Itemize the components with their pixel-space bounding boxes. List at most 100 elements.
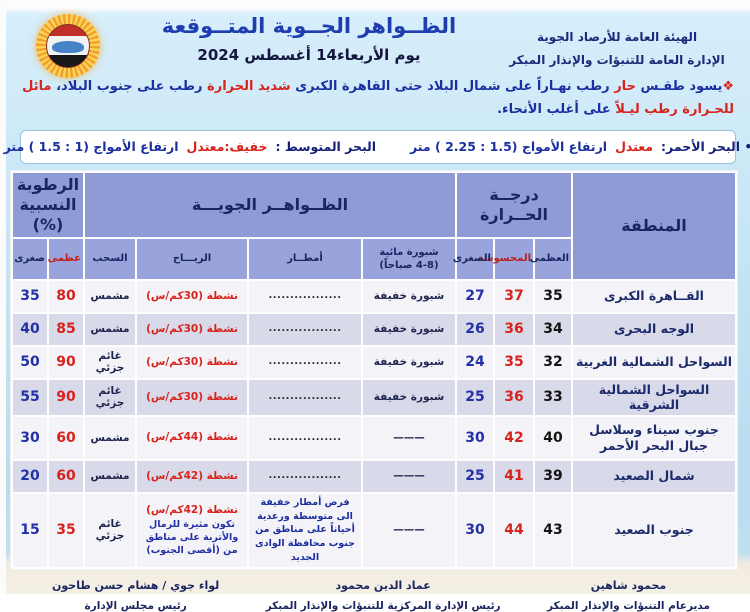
cell-t_feel: 37: [495, 280, 533, 312]
table-row: الوجه البحرى 34 36 26 شبورة خفيفة...........…: [12, 313, 735, 345]
cell-region: جنوب سيناء وسلاسل جبال البحر الأحمر: [573, 416, 735, 459]
wind-note: تكون مثيرة للرمال والأتربة على مناطق من …: [145, 518, 239, 557]
cell-hum_min: 35: [12, 280, 47, 312]
signature-title: مديرعام التنبؤات والإنذار المبكر: [546, 599, 710, 612]
cell-clouds: مشمس: [84, 416, 135, 459]
forecast-summary-text: ❖يسود طقـس حار رطب نهـاراً على شمال البل…: [22, 76, 734, 122]
signature-title: رئيس مجلس الإدارة: [84, 599, 187, 612]
cell-clouds: مشمس: [84, 280, 135, 312]
red-sea-state: • البحر الأحمر: معتدل ارتفاع الأمواج (1.…: [410, 139, 750, 154]
column-header-temp-min: الصغرى: [453, 238, 493, 279]
column-header-region: المنطقة: [573, 172, 735, 279]
cell-hum_min: 50: [12, 346, 47, 378]
mediterranean-wave-height: ارتفاع الأمواج (1 : 1.5 ) متر: [3, 139, 179, 154]
column-header-humidity-max: عظمى: [48, 238, 83, 279]
table-row: السواحل الشمالية الغربية 32 35 24 شبورة خفيف…: [12, 346, 735, 378]
cell-t_min: 25: [457, 460, 493, 492]
summary-segment: رطب نهـاراً على شمال البلاد حتى القاهرة …: [290, 79, 610, 94]
cell-hum_max: 90: [48, 346, 83, 378]
page-title: الظــواهر الجــوية المتــوقعة: [161, 14, 457, 38]
cell-region: شمال الصعيد: [573, 460, 735, 492]
column-header-rain: أمطــار: [249, 238, 361, 279]
cell-t_feel: 44: [495, 493, 533, 567]
cell-wind: نشطة (30كم/س): [137, 280, 247, 312]
column-header-humidity-min: صغرى: [12, 238, 47, 279]
red-sea-condition: معتدل: [615, 139, 654, 154]
summary-segment-hot: حار: [609, 79, 636, 94]
cell-fog: شبورة خفيفة: [363, 280, 455, 312]
cell-t_min: 27: [457, 280, 493, 312]
cell-rain: .................: [249, 313, 361, 345]
mediterranean-condition: خفيف:معتدل: [186, 139, 268, 154]
org-department: الإدارة العامة للتنبؤات والإنذار المبكر: [509, 52, 725, 67]
cell-t_feel: 41: [495, 460, 533, 492]
cell-t_min: 26: [457, 313, 493, 345]
cell-t_min: 25: [457, 379, 493, 415]
wind-value: نشطة (30كم/س): [146, 322, 238, 335]
summary-segment-very-hot: شديد الحرارة: [202, 79, 291, 94]
cell-hum_min: 55: [12, 379, 47, 415]
table-row: شمال الصعيد 39 41 25 ———................. نشط…: [12, 460, 735, 492]
table-group-header-row: المنطقة درجــة الحــرارة الظــواهــر الج…: [12, 172, 735, 279]
signature-name: عماد الدين محمود: [335, 578, 431, 592]
table-sub-header-row: العظمى المحسوسة الصغرى شبورة مائية (4-8 …: [12, 238, 735, 279]
fog-header-line2: (4-8 صباحاً): [379, 259, 439, 271]
cell-t_feel: 35: [495, 346, 533, 378]
cell-clouds: غائم جزئي: [84, 346, 135, 378]
cell-hum_min: 30: [12, 416, 47, 459]
signature-name: لواء جوي / هشام حسن طاحون: [52, 578, 220, 592]
cell-hum_min: 15: [12, 493, 47, 567]
wind-value: نشطة (42كم/س): [146, 503, 238, 516]
column-header-temp-feels: المحسوسة: [478, 238, 533, 279]
cell-hum_max: 60: [48, 460, 83, 492]
cell-hum_min: 40: [12, 313, 47, 345]
cell-t_max: 32: [535, 346, 571, 378]
humidity-header-line2: النسبية (%): [19, 194, 77, 234]
cell-rain: .................: [249, 460, 361, 492]
cell-clouds: مشمس: [84, 460, 135, 492]
cell-fog: شبورة خفيفة: [363, 379, 455, 415]
cell-wind: نشطة (30كم/س): [137, 346, 247, 378]
cell-fog: شبورة خفيفة: [363, 313, 455, 345]
cell-hum_max: 35: [48, 493, 83, 567]
signature-title: رئيس الإدارة المركزية للتنبؤات والإنذار …: [265, 599, 501, 612]
cell-t_max: 39: [535, 460, 571, 492]
cell-t_max: 40: [535, 416, 571, 459]
cell-t_feel: 36: [495, 379, 533, 415]
wind-value: نشطة (30كم/س): [146, 289, 238, 302]
cell-wind: نشطة (30كم/س): [137, 379, 247, 415]
cell-t_max: 43: [535, 493, 571, 567]
cell-wind: نشطة (42كم/س): [137, 460, 247, 492]
title-block: الظــواهر الجــوية المتــوقعة يوم الأربع…: [120, 12, 498, 64]
column-group-temperature: درجــة الحــرارة: [457, 172, 571, 237]
table-row: جنوب الصعيد 43 44 30 ——— فرص أمطار خفيفة الى …: [12, 493, 735, 567]
cell-hum_max: 90: [48, 379, 83, 415]
summary-bullet-icon: ❖: [722, 79, 734, 94]
column-header-temp-max: العظمى: [530, 238, 571, 279]
summary-segment: يسود طقـس: [635, 79, 723, 94]
cell-clouds: مشمس: [84, 313, 135, 345]
cell-wind: نشطة (42كم/س) تكون مثيرة للرمال والأتربة …: [137, 493, 247, 567]
cell-t_feel: 42: [495, 416, 533, 459]
cell-fog: شبورة خفيفة: [363, 346, 455, 378]
cell-t_min: 24: [457, 346, 493, 378]
bulletin-header: الهيئة العامة للأرصاد الجوية الإدارة الع…: [6, 0, 750, 78]
table-row: القــاهرة الكبرى 35 37 27 شبورة خفيفة.......…: [12, 280, 735, 312]
cell-wind: نشطة (30كم/س): [137, 313, 247, 345]
summary-segment: على أغلب الأنحاء.: [497, 101, 611, 117]
fog-header-line1: شبورة مائية: [379, 246, 439, 258]
wind-value: نشطة (30كم/س): [146, 390, 238, 403]
column-header-clouds: السحب: [84, 238, 135, 279]
signature-board-chairman: لواء جوي / هشام حسن طاحون رئيس مجلس الإد…: [52, 579, 219, 612]
cell-rain: .................: [249, 379, 361, 415]
cell-region: السواحل الشمالية الشرقية: [573, 379, 735, 415]
cell-t_max: 35: [535, 280, 571, 312]
wind-value: نشطة (30كم/س): [146, 355, 238, 368]
cell-region: القــاهرة الكبرى: [573, 280, 735, 312]
summary-segment-warm-night: مائل للحـرارة رطب ليـلاً: [22, 79, 734, 117]
cell-fog: ———: [363, 416, 455, 459]
cloud-icon: [52, 40, 84, 53]
temperature-header-line2: الحــرارة: [479, 204, 549, 224]
signature-central-admin-head: عماد الدين محمود رئيس الإدارة المركزية ل…: [266, 579, 501, 612]
cell-hum_max: 60: [48, 416, 83, 459]
